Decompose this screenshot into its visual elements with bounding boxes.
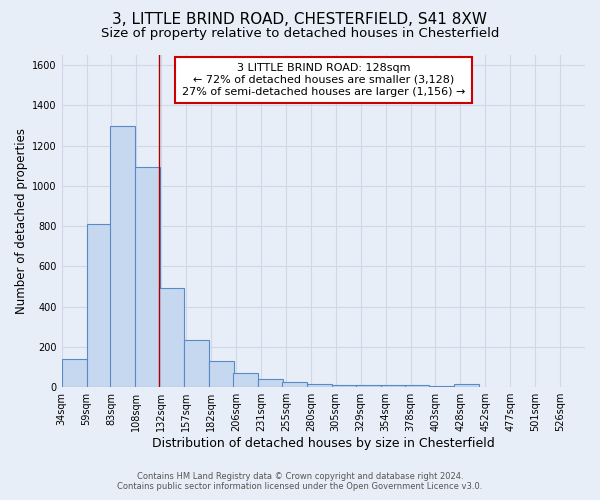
Bar: [332, 385, 357, 387]
Bar: [136, 166, 160, 387]
Bar: [86, 224, 112, 387]
Bar: [62, 359, 86, 387]
Bar: [233, 372, 258, 387]
Bar: [430, 386, 454, 387]
Text: Contains HM Land Registry data © Crown copyright and database right 2024.
Contai: Contains HM Land Registry data © Crown c…: [118, 472, 482, 491]
Bar: [404, 386, 430, 387]
Bar: [380, 386, 406, 387]
Text: 3 LITTLE BRIND ROAD: 128sqm
← 72% of detached houses are smaller (3,128)
27% of : 3 LITTLE BRIND ROAD: 128sqm ← 72% of det…: [182, 64, 465, 96]
Text: 3, LITTLE BRIND ROAD, CHESTERFIELD, S41 8XW: 3, LITTLE BRIND ROAD, CHESTERFIELD, S41 …: [113, 12, 487, 28]
X-axis label: Distribution of detached houses by size in Chesterfield: Distribution of detached houses by size …: [152, 437, 495, 450]
Bar: [454, 384, 479, 387]
Bar: [160, 288, 184, 387]
Bar: [307, 384, 332, 387]
Bar: [356, 385, 380, 387]
Bar: [184, 340, 209, 387]
Bar: [282, 382, 307, 387]
Text: Size of property relative to detached houses in Chesterfield: Size of property relative to detached ho…: [101, 28, 499, 40]
Y-axis label: Number of detached properties: Number of detached properties: [15, 128, 28, 314]
Bar: [258, 378, 283, 387]
Bar: [110, 126, 136, 387]
Bar: [209, 361, 234, 387]
